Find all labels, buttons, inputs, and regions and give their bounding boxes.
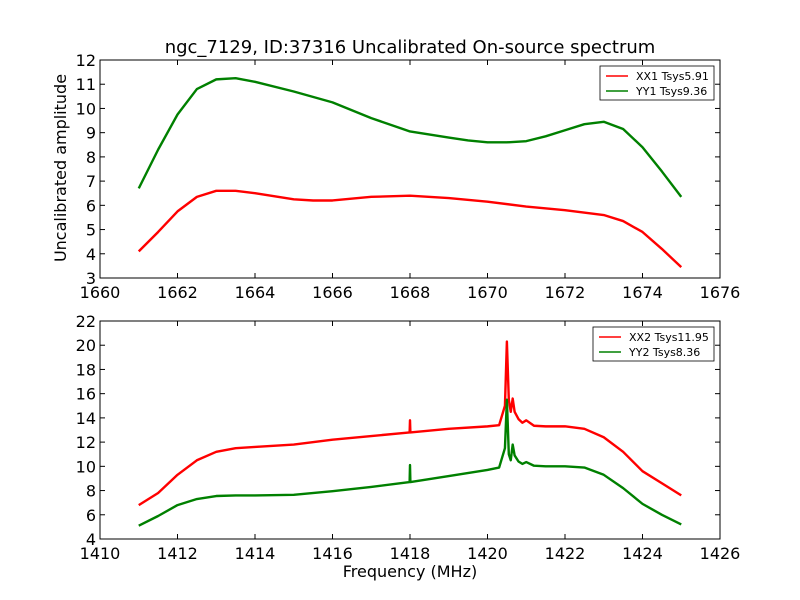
x-axis-label-bottom: Frequency (MHz) [343, 562, 477, 581]
y-tick-label: 4 [86, 245, 96, 264]
legend-entry: XX2 Tsys11.95 [629, 331, 709, 344]
legend: XX1 Tsys5.91 YY1 Tsys9.36 [599, 65, 715, 101]
figure-title: ngc_7129, ID:37316 Uncalibrated On-sourc… [165, 37, 656, 58]
series-line-1-2 [137, 76, 683, 198]
x-tick-label: 1420 [467, 544, 508, 563]
x-tick-label: 1660 [80, 283, 121, 302]
x-tick-label: 1662 [157, 283, 198, 302]
y-tick-label: 20 [76, 336, 96, 355]
x-tick-label: 1424 [622, 544, 663, 563]
x-tick-label: 1672 [545, 283, 586, 302]
x-tick-label: 1676 [700, 283, 741, 302]
y-tick-label: 3 [86, 269, 96, 288]
y-tick-label: 12 [76, 433, 96, 452]
y-tick-label: 8 [86, 148, 96, 167]
series-line-1-1 [137, 189, 683, 268]
legend-entry: YY2 Tsys8.36 [628, 346, 700, 359]
x-tick-label: 1412 [157, 544, 198, 563]
x-tick-label: 1418 [390, 544, 431, 563]
x-tick-label: 1674 [622, 283, 663, 302]
y-tick-label: 10 [76, 457, 96, 476]
legend: XX2 Tsys11.95 YY2 Tsys8.36 [592, 326, 715, 362]
y-tick-label: 18 [76, 360, 96, 379]
y-tick-label: 10 [76, 99, 96, 118]
y-axis-label-top: Uncalibrated amplitude [51, 74, 70, 262]
x-tick-label: 1414 [235, 544, 276, 563]
y-tick-label: 4 [86, 530, 96, 549]
y-tick-label: 6 [86, 196, 96, 215]
y-tick-label: 16 [76, 385, 96, 404]
y-tick-label: 22 [76, 312, 96, 331]
y-tick-label: 12 [76, 51, 96, 70]
x-tick-label: 1668 [390, 283, 431, 302]
top-panel: 1660 1662 1664 1666 1668 1670 1672 1674 1676 3 4 5 6… [76, 51, 741, 302]
legend-entry: YY1 Tsys9.36 [635, 85, 707, 98]
y-tick-label: 14 [76, 409, 96, 428]
x-tick-label: 1666 [312, 283, 353, 302]
y-tick-label: 11 [76, 75, 96, 94]
x-tick-label: 1664 [235, 283, 276, 302]
series-line-2-1 [138, 340, 682, 507]
y-tick-label: 9 [86, 124, 96, 143]
y-tick-label: 7 [86, 172, 96, 191]
series-line-2-2 [138, 398, 682, 527]
y-tick-label: 8 [86, 482, 96, 501]
y-tick-label: 5 [86, 221, 96, 240]
x-tick-label: 1416 [312, 544, 353, 563]
x-tick-label: 1410 [80, 544, 121, 563]
x-tick-label: 1426 [700, 544, 741, 563]
x-tick-label: 1670 [467, 283, 508, 302]
y-tick-label: 6 [86, 506, 96, 525]
bottom-panel: 1410 1412 1414 1416 1418 1420 1422 1424 14264681… [76, 312, 741, 563]
legend-entry: XX1 Tsys5.91 [636, 70, 709, 83]
x-tick-label: 1422 [545, 544, 586, 563]
